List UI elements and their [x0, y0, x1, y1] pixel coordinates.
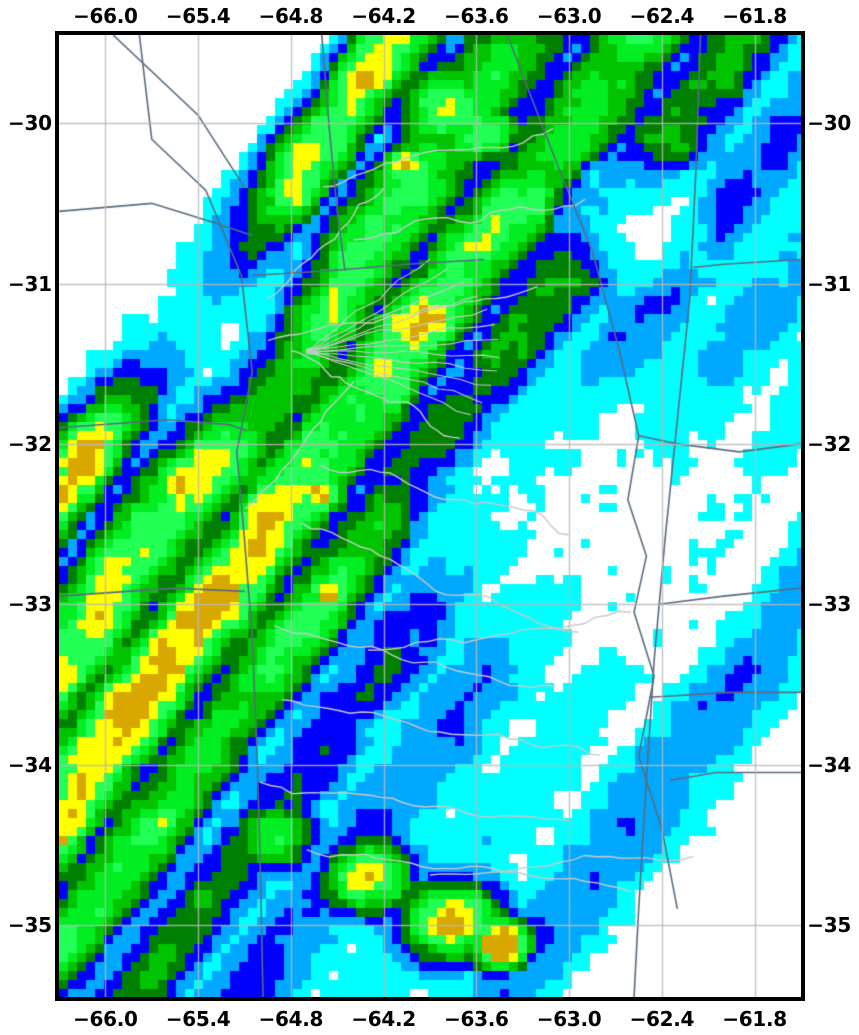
- x-bottom-tick-label: −63.0: [536, 1007, 602, 1031]
- precipitation-heatmap-canvas: [59, 35, 801, 997]
- x-bottom-tick-label: −63.6: [444, 1007, 509, 1031]
- y-left-tick-label: −30: [8, 111, 52, 136]
- y-right-tick-label: −31: [807, 271, 851, 296]
- x-top-tick-label: −66.0: [73, 4, 138, 28]
- y-left-tick-label: −35: [8, 912, 52, 937]
- x-top-tick-label: −64.2: [351, 4, 416, 28]
- x-top-tick-label: −65.4: [165, 4, 231, 28]
- y-left-tick-label: −32: [8, 431, 52, 456]
- x-top-tick-label: −63.6: [444, 4, 509, 28]
- x-top-tick-label: −61.8: [722, 4, 787, 28]
- y-left-tick-label: −33: [8, 592, 52, 617]
- x-top-tick-label: −62.4: [629, 4, 695, 28]
- x-bottom-tick-label: −65.4: [165, 1007, 231, 1031]
- y-right-tick-label: −30: [807, 111, 851, 136]
- x-top-tick-label: −64.8: [258, 4, 324, 28]
- x-bottom-tick-label: −66.0: [73, 1007, 138, 1031]
- y-right-tick-label: −33: [807, 592, 851, 617]
- y-right-tick-label: −34: [807, 752, 851, 777]
- x-bottom-tick-label: −64.8: [258, 1007, 324, 1031]
- x-bottom-tick-label: −62.4: [629, 1007, 695, 1031]
- x-bottom-tick-label: −64.2: [351, 1007, 416, 1031]
- y-left-tick-label: −31: [8, 271, 52, 296]
- y-left-tick-label: −34: [8, 752, 52, 777]
- y-right-tick-label: −32: [807, 431, 851, 456]
- x-bottom-tick-label: −61.8: [722, 1007, 787, 1031]
- x-top-tick-label: −63.0: [536, 4, 602, 28]
- map-plot-area: [55, 31, 805, 1001]
- y-right-tick-label: −35: [807, 912, 851, 937]
